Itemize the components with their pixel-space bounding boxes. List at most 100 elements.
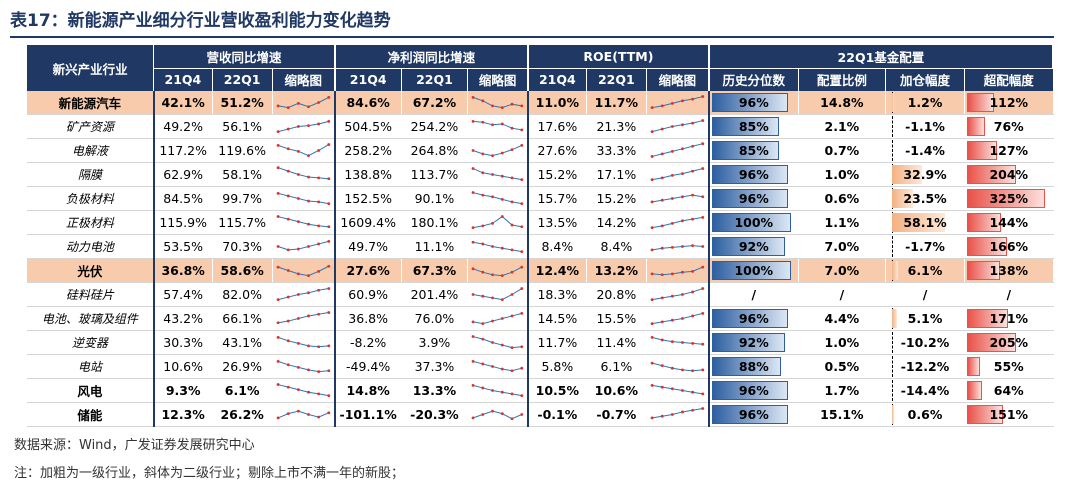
sparkline-point — [510, 346, 514, 349]
prof-sparkline-cell — [467, 114, 530, 139]
prof-21q4-cell: 60.9% — [334, 282, 402, 307]
sparkline-point — [670, 272, 674, 276]
rev-22q1-cell: 82.0% — [212, 282, 273, 307]
prof-21q4-cell: 14.8% — [334, 378, 402, 403]
over-range-bar — [967, 333, 1016, 352]
roe-sparkline-cell — [646, 91, 710, 115]
prof-sparkline-cell — [467, 306, 530, 331]
sparkline-point — [701, 368, 705, 372]
roe-21q4-cell: 15.2% — [528, 162, 587, 187]
bar-value-label: -1.7% — [905, 239, 945, 254]
alloc-ratio-cell: 7.0% — [798, 258, 887, 283]
sparkline-path — [473, 215, 523, 229]
sparkline-point — [491, 341, 495, 344]
sparkline-path — [652, 408, 703, 419]
sparkline-point — [701, 119, 705, 122]
over-range-bar — [967, 357, 981, 376]
roe-sparkline-cell — [646, 258, 710, 283]
prof-sparkline-cell — [467, 162, 530, 187]
sparkline-point — [327, 344, 331, 348]
over-range-bar — [967, 237, 1007, 256]
prof-sparkline-cell — [467, 138, 530, 163]
sparkline-point — [491, 221, 495, 225]
header-roe: ROE(TTM) — [528, 45, 710, 69]
prof-22q1-cell: 90.1% — [401, 186, 469, 211]
sparkline-path — [473, 288, 523, 301]
table-row: 硅料硅片 57.4% 82.0% 60.9% 201.4% 18.3% 20.8% / / / / — [27, 282, 1054, 307]
rev-sparkline-cell — [272, 91, 336, 115]
sparkline-point — [491, 104, 495, 108]
alloc-ratio-cell: 15.1% — [798, 402, 887, 427]
sparkline-point — [510, 270, 514, 274]
sparkline-point — [327, 311, 331, 314]
add-range-bar — [892, 213, 945, 232]
sparkline-point — [276, 321, 280, 325]
sparkline-point — [296, 197, 300, 200]
sparkline-point — [691, 144, 695, 148]
prof-sparkline — [471, 144, 524, 157]
sparkline-point — [481, 294, 485, 298]
prof-22q1-cell: 254.2% — [401, 114, 469, 139]
alloc-ratio-cell: 1.0% — [798, 162, 887, 187]
rev-sparkline — [276, 360, 331, 373]
sparkline-point — [691, 369, 695, 373]
sparkline-path — [473, 410, 523, 420]
roe-sparkline-cell — [646, 114, 710, 139]
prof-sparkline-cell — [467, 402, 530, 427]
over-range-bar — [967, 213, 1002, 232]
rev-22q1-cell: 43.1% — [212, 330, 273, 355]
sparkline-point — [670, 294, 674, 298]
hist-pct-cell: 96% — [708, 306, 799, 331]
sparkline-point — [306, 314, 310, 318]
sparkline-point — [491, 409, 495, 413]
sparkline-point — [660, 104, 664, 108]
sparkline-point — [520, 366, 524, 370]
sparkline-point — [681, 410, 684, 414]
header-fund-allocation: 22Q1基金配置 — [708, 45, 1055, 69]
hist-pct-bar — [711, 213, 791, 232]
sparkline-point — [510, 417, 514, 421]
sparkline-point — [660, 198, 664, 202]
hist-pct-cell: / — [708, 282, 799, 307]
roe-sparkline — [650, 287, 705, 301]
alloc-ratio-cell: 1.1% — [798, 210, 887, 235]
over-range-cell: 76% — [964, 114, 1054, 139]
sparkline-point — [510, 314, 514, 318]
sparkline-point — [701, 216, 705, 219]
sparkline-point — [650, 200, 654, 204]
prof-sparkline — [471, 191, 524, 205]
rev-sparkline — [276, 215, 331, 229]
over-range-cell: 55% — [964, 354, 1054, 379]
sparkline-point — [327, 120, 331, 123]
over-range-cell: 127% — [964, 138, 1054, 163]
rev-22q1-cell: 115.7% — [212, 210, 273, 235]
sparkline-point — [681, 123, 684, 127]
sparkline-point — [681, 99, 684, 103]
sparkline-point — [316, 122, 320, 126]
sparkline-point — [681, 270, 684, 274]
sparkline-point — [501, 412, 504, 416]
roe-sparkline-cell — [646, 330, 710, 355]
sparkline-point — [276, 416, 280, 420]
rev-sparkline-cell — [272, 234, 336, 259]
sparkline-point — [327, 411, 331, 415]
roe-22q1-cell: 33.3% — [586, 138, 647, 163]
prof-22q1-cell: 67.2% — [401, 91, 469, 115]
sparkline-point — [316, 101, 320, 104]
prof-sparkline — [471, 120, 524, 132]
industry-name: 隔膜 — [27, 162, 155, 187]
table-row: 电解液 117.2% 119.6% 258.2% 264.8% 27.6% 33.3% 85%… — [27, 138, 1054, 163]
roe-21q4-cell: 13.5% — [528, 210, 587, 235]
sparkline-point — [296, 272, 300, 276]
bar-value-label: 0.6% — [907, 407, 943, 422]
rev-22q1-cell: 58.1% — [212, 162, 273, 187]
prof-21q4-cell: 84.6% — [334, 91, 402, 115]
sparkline-path — [652, 194, 703, 203]
sparkline-point — [327, 240, 331, 243]
over-range-bar — [967, 117, 986, 136]
prof-sparkline-cell — [467, 282, 530, 307]
rev-sparkline-cell — [272, 258, 336, 283]
sparkline-point — [660, 273, 664, 277]
hist-pct-bar — [711, 165, 788, 184]
sparkline-point — [286, 385, 290, 389]
